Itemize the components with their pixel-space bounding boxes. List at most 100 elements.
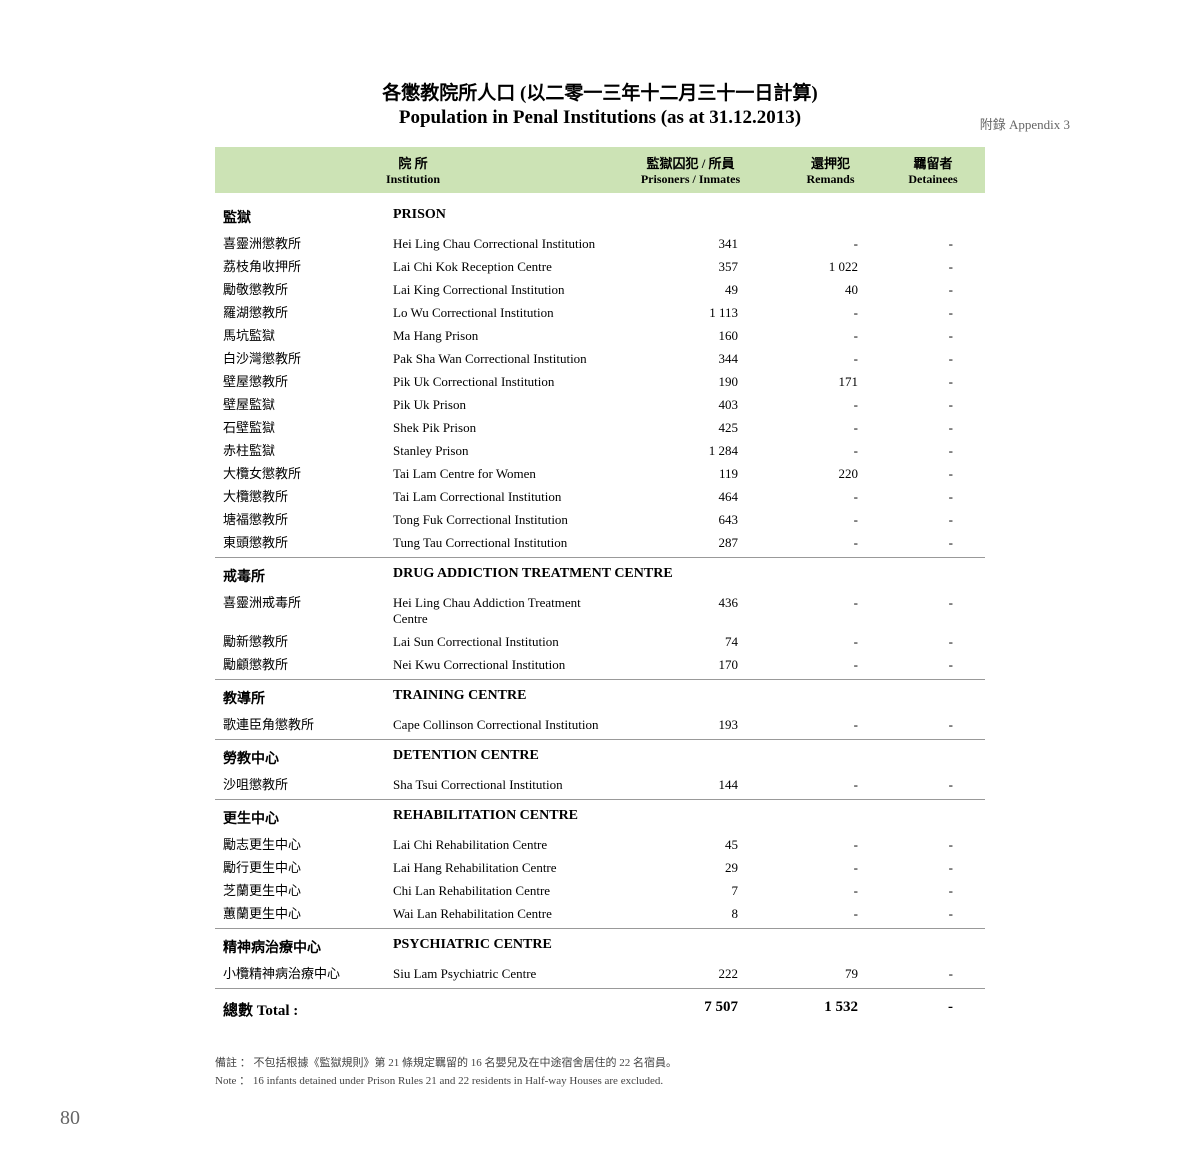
note-zh: 備註 ： 不包括根據《監獄規則》第 21 條規定羈留的 16 名嬰兒及在中途宿舍…	[215, 1054, 985, 1070]
cell-prisoners: 341	[603, 236, 778, 252]
table-row: 沙咀懲教所Sha Tsui Correctional Institution14…	[215, 772, 985, 795]
institution-en: Pak Sha Wan Correctional Institution	[393, 351, 603, 367]
section-header-en: TRAINING CENTRE	[393, 688, 977, 708]
cell-remands: -	[778, 906, 883, 922]
cell-detainees: -	[883, 860, 983, 876]
cell-remands: -	[778, 351, 883, 367]
institution-en: Lai Sun Correctional Institution	[393, 634, 603, 650]
section-header: 監獄PRISON	[215, 199, 985, 231]
institution-en: Shek Pik Prison	[393, 420, 603, 436]
table-row: 壁屋懲教所Pik Uk Correctional Institution1901…	[215, 369, 985, 392]
institution-en: Stanley Prison	[393, 443, 603, 459]
table-row: 石壁監獄Shek Pik Prison425--	[215, 415, 985, 438]
cell-prisoners: 8	[603, 906, 778, 922]
cell-detainees: -	[883, 535, 983, 551]
cell-prisoners: 1 113	[603, 305, 778, 321]
institution-zh: 勵敬懲教所	[223, 279, 393, 298]
cell-remands: -	[778, 860, 883, 876]
section-header: 戒毒所DRUG ADDICTION TREATMENT CENTRE	[215, 557, 985, 590]
cell-detainees: -	[883, 657, 983, 673]
institution-en: Sha Tsui Correctional Institution	[393, 777, 603, 793]
total-remands: 1 532	[778, 999, 883, 1020]
institution-en: Lo Wu Correctional Institution	[393, 305, 603, 321]
cell-remands: -	[778, 512, 883, 528]
cell-prisoners: 45	[603, 837, 778, 853]
institution-en: Tai Lam Centre for Women	[393, 466, 603, 482]
institution-en: Lai Chi Rehabilitation Centre	[393, 837, 603, 853]
cell-detainees: -	[883, 906, 983, 922]
title-zh: 各懲教院所人口 (以二零一三年十二月三十一日計算)	[0, 78, 1200, 105]
cell-prisoners: 643	[603, 512, 778, 528]
cell-prisoners: 287	[603, 535, 778, 551]
table-row: 喜靈洲懲教所Hei Ling Chau Correctional Institu…	[215, 231, 985, 254]
table-row: 馬坑監獄Ma Hang Prison160--	[215, 323, 985, 346]
institution-zh: 大欖女懲教所	[223, 463, 393, 482]
header-prisoners-zh: 監獄囚犯 / 所員	[603, 153, 778, 172]
total-row: 總數 Total : 7 507 1 532 -	[215, 988, 985, 1030]
header-detainees-zh: 羈留者	[883, 153, 983, 172]
table-row: 大欖女懲教所Tai Lam Centre for Women119220-	[215, 461, 985, 484]
header-institution-zh: 院 所	[223, 153, 603, 172]
institution-zh: 沙咀懲教所	[223, 774, 393, 793]
institution-en: Siu Lam Psychiatric Centre	[393, 966, 603, 982]
header-prisoners-en: Prisoners / Inmates	[603, 172, 778, 187]
table-row: 勵顧懲教所Nei Kwu Correctional Institution170…	[215, 652, 985, 675]
section-header-en: REHABILITATION CENTRE	[393, 808, 977, 828]
cell-remands: -	[778, 305, 883, 321]
cell-prisoners: 144	[603, 777, 778, 793]
cell-remands: -	[778, 634, 883, 650]
section-header: 更生中心REHABILITATION CENTRE	[215, 799, 985, 832]
cell-prisoners: 190	[603, 374, 778, 390]
section-header: 教導所TRAINING CENTRE	[215, 679, 985, 712]
institution-en: Lai Chi Kok Reception Centre	[393, 259, 603, 275]
cell-detainees: -	[883, 966, 983, 982]
cell-prisoners: 436	[603, 595, 778, 611]
institution-zh: 歌連臣角懲教所	[223, 714, 393, 733]
section-header: 精神病治療中心PSYCHIATRIC CENTRE	[215, 928, 985, 961]
institution-en: Lai King Correctional Institution	[393, 282, 603, 298]
cell-detainees: -	[883, 595, 983, 611]
institution-zh: 喜靈洲懲教所	[223, 233, 393, 252]
section-header-en: PRISON	[393, 207, 977, 227]
institution-zh: 芝蘭更生中心	[223, 880, 393, 899]
cell-prisoners: 29	[603, 860, 778, 876]
cell-detainees: -	[883, 236, 983, 252]
population-table: 院 所 Institution 監獄囚犯 / 所員 Prisoners / In…	[215, 147, 985, 1030]
section-header-zh: 勞教中心	[223, 748, 393, 768]
cell-detainees: -	[883, 717, 983, 733]
cell-prisoners: 403	[603, 397, 778, 413]
cell-remands: 79	[778, 966, 883, 982]
cell-detainees: -	[883, 443, 983, 459]
institution-zh: 石壁監獄	[223, 417, 393, 436]
cell-detainees: -	[883, 374, 983, 390]
institution-zh: 喜靈洲戒毒所	[223, 592, 393, 611]
cell-detainees: -	[883, 259, 983, 275]
table-row: 勵新懲教所Lai Sun Correctional Institution74-…	[215, 629, 985, 652]
institution-en: Tai Lam Correctional Institution	[393, 489, 603, 505]
institution-zh: 大欖懲教所	[223, 486, 393, 505]
table-row: 勵行更生中心Lai Hang Rehabilitation Centre29--	[215, 855, 985, 878]
cell-detainees: -	[883, 634, 983, 650]
cell-prisoners: 170	[603, 657, 778, 673]
institution-zh: 東頭懲教所	[223, 532, 393, 551]
table-row: 荔枝角收押所Lai Chi Kok Reception Centre3571 0…	[215, 254, 985, 277]
cell-remands: -	[778, 535, 883, 551]
cell-remands: -	[778, 657, 883, 673]
cell-prisoners: 344	[603, 351, 778, 367]
institution-en: Tong Fuk Correctional Institution	[393, 512, 603, 528]
cell-detainees: -	[883, 328, 983, 344]
institution-en: Hei Ling Chau Addiction Treatment Centre	[393, 595, 603, 627]
institution-zh: 小欖精神病治療中心	[223, 963, 393, 982]
cell-prisoners: 74	[603, 634, 778, 650]
section-header-zh: 監獄	[223, 207, 393, 227]
cell-prisoners: 464	[603, 489, 778, 505]
table-row: 東頭懲教所Tung Tau Correctional Institution28…	[215, 530, 985, 553]
institution-zh: 塘福懲教所	[223, 509, 393, 528]
table-row: 赤柱監獄Stanley Prison1 284--	[215, 438, 985, 461]
cell-remands: -	[778, 717, 883, 733]
institution-zh: 勵新懲教所	[223, 631, 393, 650]
cell-detainees: -	[883, 351, 983, 367]
cell-remands: -	[778, 397, 883, 413]
institution-zh: 壁屋懲教所	[223, 371, 393, 390]
cell-prisoners: 357	[603, 259, 778, 275]
